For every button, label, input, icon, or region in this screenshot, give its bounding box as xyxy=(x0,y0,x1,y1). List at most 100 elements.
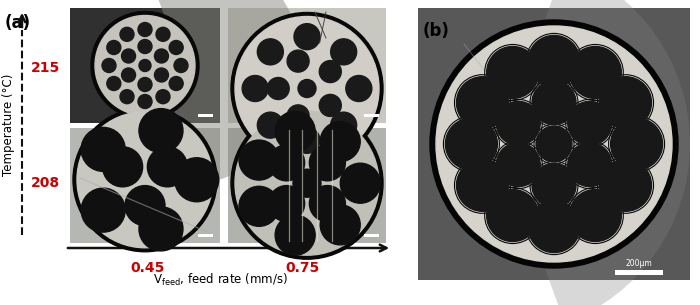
Circle shape xyxy=(155,49,169,63)
Circle shape xyxy=(293,169,321,197)
Bar xyxy=(228,128,386,243)
Circle shape xyxy=(175,158,218,202)
Circle shape xyxy=(120,27,134,41)
Circle shape xyxy=(330,39,357,65)
Bar xyxy=(418,8,690,280)
Circle shape xyxy=(294,127,320,153)
Bar xyxy=(615,270,663,275)
Circle shape xyxy=(319,61,342,83)
Text: (b): (b) xyxy=(423,22,450,40)
Circle shape xyxy=(568,143,612,187)
Text: 0.75: 0.75 xyxy=(285,261,319,275)
Circle shape xyxy=(235,111,379,255)
Circle shape xyxy=(239,140,279,180)
Circle shape xyxy=(169,77,183,91)
Circle shape xyxy=(122,49,136,63)
Circle shape xyxy=(569,46,622,99)
Circle shape xyxy=(298,80,316,98)
Wedge shape xyxy=(500,0,690,305)
Circle shape xyxy=(320,122,360,162)
Circle shape xyxy=(81,188,125,232)
Circle shape xyxy=(91,12,199,120)
Circle shape xyxy=(81,127,125,171)
Text: V$_{\mathregular{feed}}$, feed rate (mm/s): V$_{\mathregular{feed}}$, feed rate (mm/… xyxy=(153,272,288,288)
Circle shape xyxy=(309,185,345,221)
Bar xyxy=(228,8,386,123)
Circle shape xyxy=(235,16,379,160)
Circle shape xyxy=(569,189,622,242)
Circle shape xyxy=(269,145,304,181)
Circle shape xyxy=(445,118,498,170)
Circle shape xyxy=(599,159,652,211)
Circle shape xyxy=(320,205,360,245)
Circle shape xyxy=(138,23,152,37)
Circle shape xyxy=(568,101,612,145)
Circle shape xyxy=(258,39,284,65)
Circle shape xyxy=(340,163,380,203)
Circle shape xyxy=(125,185,165,226)
Circle shape xyxy=(536,126,572,162)
Circle shape xyxy=(138,77,152,92)
Circle shape xyxy=(599,77,652,129)
Bar xyxy=(364,234,379,237)
Wedge shape xyxy=(141,0,302,185)
Circle shape xyxy=(95,16,195,116)
Circle shape xyxy=(610,118,663,170)
Circle shape xyxy=(430,20,678,268)
Circle shape xyxy=(496,143,540,187)
Circle shape xyxy=(139,207,183,251)
Circle shape xyxy=(258,112,284,138)
Text: 0.45: 0.45 xyxy=(131,261,165,275)
Circle shape xyxy=(528,35,580,88)
Circle shape xyxy=(269,185,304,221)
Circle shape xyxy=(486,189,539,242)
Bar xyxy=(198,114,213,117)
Circle shape xyxy=(138,95,152,109)
Circle shape xyxy=(486,46,539,99)
Circle shape xyxy=(148,147,188,187)
Text: (a): (a) xyxy=(5,14,31,32)
Circle shape xyxy=(120,90,134,104)
Circle shape xyxy=(156,90,170,104)
Circle shape xyxy=(496,101,540,145)
Text: Temperature (°C): Temperature (°C) xyxy=(3,74,15,176)
Text: 208: 208 xyxy=(31,176,60,190)
Circle shape xyxy=(73,108,217,252)
Bar xyxy=(70,8,220,123)
Text: 215: 215 xyxy=(31,61,60,75)
Circle shape xyxy=(156,27,170,41)
Circle shape xyxy=(436,26,672,262)
Circle shape xyxy=(242,76,268,102)
Text: 200μm: 200μm xyxy=(626,259,652,268)
Circle shape xyxy=(174,59,188,73)
Circle shape xyxy=(267,77,289,99)
Circle shape xyxy=(169,41,183,55)
Circle shape xyxy=(287,105,309,127)
Bar xyxy=(364,114,379,117)
Circle shape xyxy=(287,50,309,72)
Circle shape xyxy=(532,163,576,207)
Circle shape xyxy=(528,201,580,253)
Circle shape xyxy=(294,24,320,50)
Bar xyxy=(198,234,213,237)
Circle shape xyxy=(456,159,508,211)
Circle shape xyxy=(139,109,183,152)
Circle shape xyxy=(102,59,116,73)
Circle shape xyxy=(330,112,357,138)
Circle shape xyxy=(77,112,213,248)
Circle shape xyxy=(239,186,279,226)
Circle shape xyxy=(319,95,342,117)
Circle shape xyxy=(138,40,152,53)
Circle shape xyxy=(107,41,121,55)
Circle shape xyxy=(139,59,151,71)
Circle shape xyxy=(456,77,508,129)
Circle shape xyxy=(103,147,143,187)
Circle shape xyxy=(532,81,576,125)
Circle shape xyxy=(309,145,345,181)
Bar xyxy=(70,128,220,243)
Circle shape xyxy=(346,76,372,102)
Circle shape xyxy=(122,68,136,82)
Circle shape xyxy=(231,107,383,259)
Circle shape xyxy=(275,111,315,151)
Circle shape xyxy=(107,77,121,91)
